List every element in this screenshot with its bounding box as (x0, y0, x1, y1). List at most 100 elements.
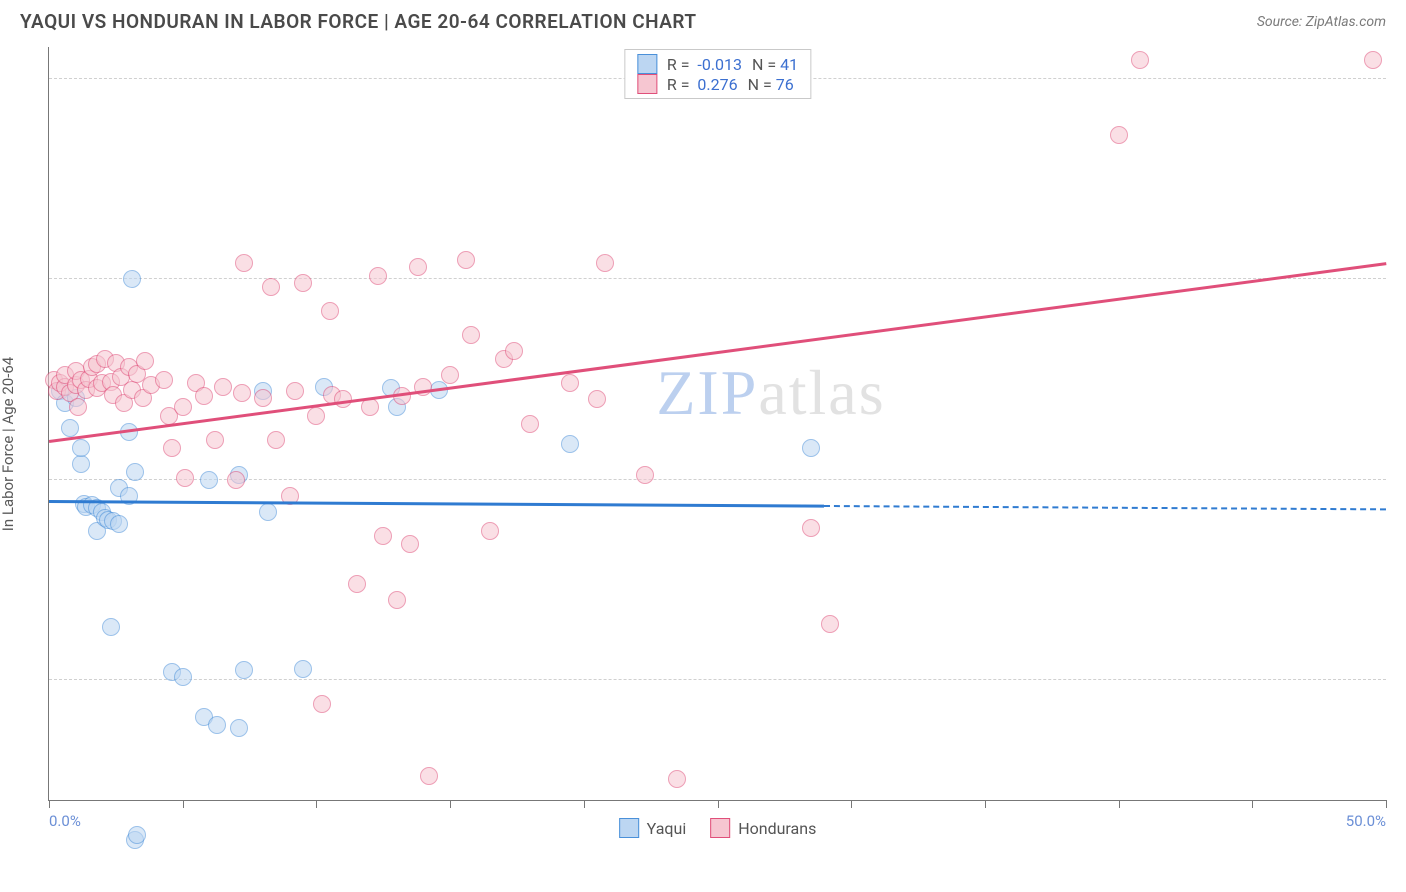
data-point (102, 618, 120, 636)
x-tick (851, 800, 852, 808)
x-tick (584, 800, 585, 808)
data-point (294, 274, 312, 292)
y-tick-label: 87.5% (1392, 270, 1406, 288)
gridline (49, 479, 1386, 480)
data-point (401, 535, 419, 553)
bottom-legend-item: Hondurans (710, 818, 816, 838)
trend-line (824, 505, 1386, 510)
x-tick (1252, 800, 1253, 808)
data-point (174, 398, 192, 416)
data-point (374, 527, 392, 545)
y-tick-label: 62.5% (1392, 671, 1406, 689)
data-point (388, 591, 406, 609)
data-point (259, 503, 277, 521)
data-point (206, 431, 224, 449)
legend-r-label: R = 0.276 (667, 75, 738, 94)
data-point (821, 615, 839, 633)
chart-area: In Labor Force | Age 20-64 ZIPatlas R = … (0, 39, 1406, 849)
watermark-rest: atlas (758, 357, 885, 428)
x-tick (49, 800, 50, 808)
x-tick (985, 800, 986, 808)
y-axis-label: In Labor Force | Age 20-64 (0, 357, 17, 531)
x-tick (183, 800, 184, 808)
legend-swatch (710, 818, 730, 838)
data-point (668, 770, 686, 788)
data-point (286, 382, 304, 400)
x-tick (1119, 800, 1120, 808)
data-point (294, 660, 312, 678)
bottom-legend-label: Yaqui (647, 819, 687, 838)
x-tick (718, 800, 719, 808)
data-point (230, 719, 248, 737)
trend-line (49, 500, 824, 507)
stats-legend-row: R = -0.013 N = 41 (637, 54, 798, 74)
legend-n-label: N = 76 (748, 75, 794, 94)
data-point (163, 439, 181, 457)
legend-r-value: 0.276 (697, 75, 737, 94)
data-point (1364, 51, 1382, 69)
data-point (235, 254, 253, 272)
x-tick (316, 800, 317, 808)
trend-line (49, 262, 1386, 442)
legend-swatch (637, 54, 657, 74)
data-point (409, 258, 427, 276)
data-point (72, 455, 90, 473)
x-tick (1386, 800, 1387, 808)
legend-r-label: R = -0.013 (667, 55, 742, 74)
legend-n-label: N = 41 (752, 55, 798, 74)
bottom-legend-item: Yaqui (619, 818, 687, 838)
data-point (254, 389, 272, 407)
data-point (128, 826, 146, 844)
data-point (267, 431, 285, 449)
y-tick-label: 100.0% (1392, 70, 1406, 88)
data-point (307, 407, 325, 425)
stats-legend-row: R = 0.276 N = 76 (637, 74, 798, 94)
data-point (588, 390, 606, 408)
legend-r-value: -0.013 (697, 55, 742, 74)
data-point (361, 398, 379, 416)
data-point (176, 469, 194, 487)
data-point (235, 661, 253, 679)
data-point (441, 366, 459, 384)
data-point (123, 270, 141, 288)
data-point (313, 695, 331, 713)
data-point (420, 767, 438, 785)
data-point (369, 267, 387, 285)
bottom-legend: Yaqui Hondurans (619, 818, 817, 838)
data-point (69, 398, 87, 416)
legend-swatch (637, 74, 657, 94)
data-point (561, 374, 579, 392)
source-attribution: Source: ZipAtlas.com (1257, 14, 1386, 30)
data-point (195, 387, 213, 405)
bottom-legend-label: Hondurans (738, 819, 816, 838)
data-point (802, 439, 820, 457)
legend-swatch (619, 818, 639, 838)
watermark-accent: ZIP (656, 357, 758, 428)
data-point (200, 471, 218, 489)
data-point (481, 522, 499, 540)
x-tick-label: 50.0% (1346, 812, 1386, 830)
data-point (208, 716, 226, 734)
gridline (49, 278, 1386, 279)
data-point (126, 463, 144, 481)
data-point (521, 415, 539, 433)
legend-n-value: 76 (776, 75, 794, 94)
data-point (561, 435, 579, 453)
data-point (136, 352, 154, 370)
chart-header: YAQUI VS HONDURAN IN LABOR FORCE | AGE 2… (0, 0, 1406, 39)
x-tick (450, 800, 451, 808)
data-point (321, 302, 339, 320)
data-point (61, 419, 79, 437)
watermark: ZIPatlas (656, 356, 885, 430)
data-point (1110, 126, 1128, 144)
data-point (155, 371, 173, 389)
data-point (457, 251, 475, 269)
data-point (462, 326, 480, 344)
data-point (227, 471, 245, 489)
data-point (1131, 51, 1149, 69)
data-point (596, 254, 614, 272)
data-point (802, 519, 820, 537)
data-point (110, 515, 128, 533)
data-point (72, 439, 90, 457)
stats-legend: R = -0.013 N = 41 R = 0.276 N = 76 (624, 49, 811, 99)
